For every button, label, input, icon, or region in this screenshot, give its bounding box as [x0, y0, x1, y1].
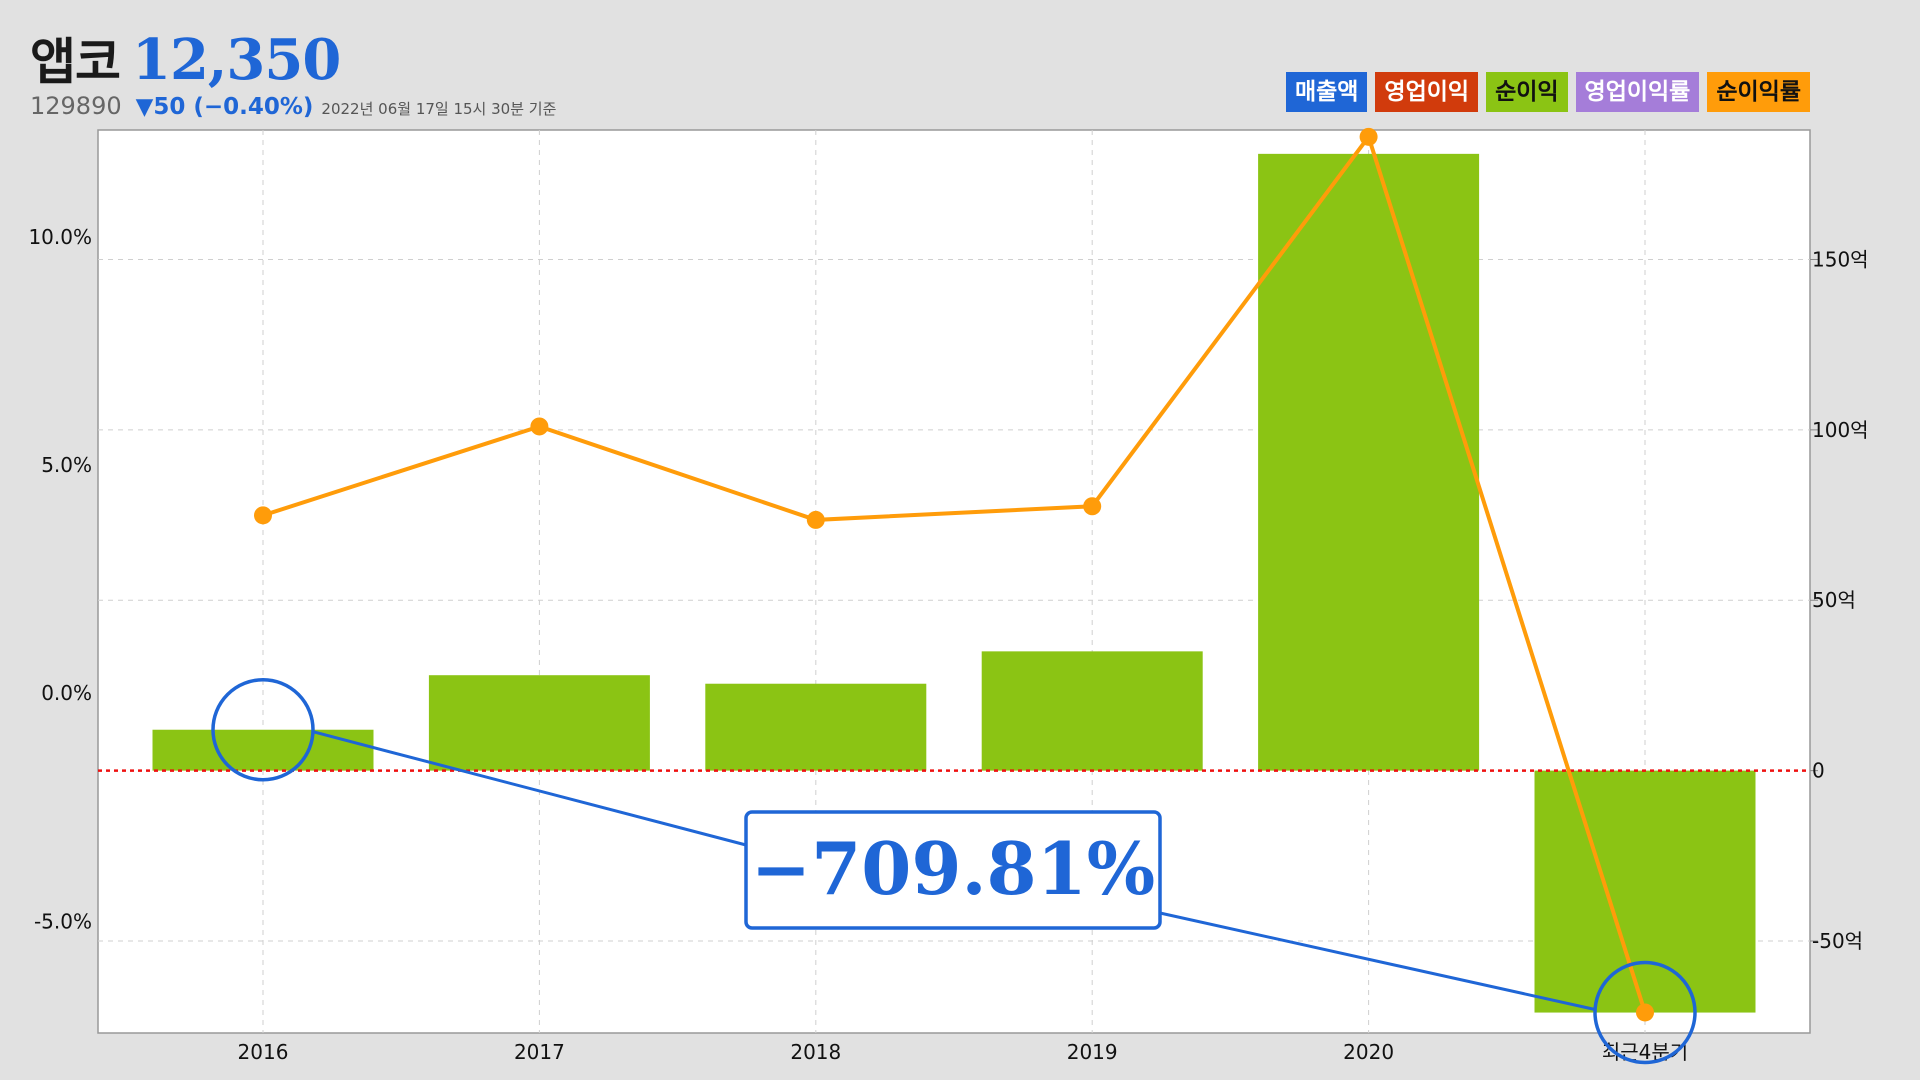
- point-2018: [806, 510, 825, 529]
- right-tick-label: 0: [1812, 759, 1825, 783]
- point-2019: [1083, 497, 1102, 516]
- point-최근4분기: [1636, 1003, 1654, 1022]
- x-tick-label: 2019: [1067, 1040, 1118, 1064]
- stock-header: 앱코 12,350 129890 ▼50 (−0.40%) 2022년 06월 1…: [30, 22, 556, 120]
- bar-2020: [1258, 153, 1480, 771]
- price-change: ▼50 (−0.40%): [135, 94, 314, 120]
- annotation-connector-left: [312, 730, 747, 847]
- legend-item-2[interactable]: 순이익: [1486, 72, 1568, 112]
- chart-legend: 매출액 영업이익 순이익 영업이익률 순이익률: [1285, 72, 1810, 112]
- annotation-box: [744, 810, 1162, 930]
- highlight-circle-start: [211, 677, 315, 782]
- x-tick-label: 2018: [790, 1040, 841, 1064]
- left-tick-label: 5.0%: [41, 453, 92, 477]
- as-of-timestamp: 2022년 06월 17일 15시 30분 기준: [321, 100, 557, 118]
- bar-2018: [705, 683, 927, 771]
- annotation-value: −709.81%: [751, 826, 1155, 911]
- legend-item-0[interactable]: 매출액: [1285, 72, 1368, 112]
- bar-최근4분기: [1534, 770, 1756, 1013]
- right-tick-label: 100억: [1812, 418, 1869, 442]
- stock-price: 12,350: [132, 27, 341, 93]
- bar-series: [152, 153, 1756, 1013]
- annotation-connector-right: [1159, 911, 1596, 1011]
- right-tick-label: 150억: [1812, 247, 1869, 271]
- legend-item-3[interactable]: 영업이익률: [1575, 72, 1700, 112]
- stock-name: 앱코: [30, 33, 121, 91]
- right-tick-label: -50억: [1812, 929, 1863, 953]
- point-2020: [1359, 127, 1378, 146]
- legend-item-1[interactable]: 영업이익: [1375, 72, 1479, 112]
- legend-item-4[interactable]: 순이익률: [1707, 72, 1810, 112]
- right-tick-label: 50억: [1812, 588, 1856, 612]
- left-tick-label: 0.0%: [41, 681, 92, 705]
- left-tick-label: -5.0%: [34, 909, 92, 933]
- line-series: [254, 127, 1654, 1022]
- axis-labels: 10.0% 5.0% 0.0% -5.0% 150억 100억 50억 0 -50억 2016 20…: [28, 225, 1868, 1064]
- x-tick-label: 2020: [1343, 1040, 1394, 1064]
- bar-2017: [428, 675, 650, 771]
- bar-2016: [152, 729, 374, 771]
- x-tick-label: 2016: [238, 1040, 289, 1064]
- annotation: −709.81%: [211, 677, 1697, 1065]
- point-2016: [254, 506, 272, 525]
- margin-line: [262, 132, 1647, 1014]
- point-2017: [530, 417, 549, 436]
- stock-code: 129890: [30, 92, 122, 120]
- left-tick-label: 10.0%: [28, 225, 92, 249]
- x-tick-label: 2017: [514, 1040, 565, 1064]
- highlight-circle-end: [1593, 960, 1697, 1065]
- bar-2019: [981, 651, 1203, 771]
